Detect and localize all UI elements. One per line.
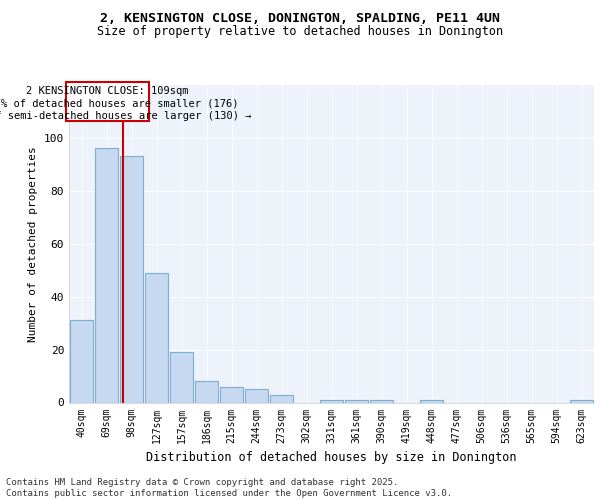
- Bar: [420, 400, 443, 402]
- Bar: [220, 386, 243, 402]
- Bar: [70, 320, 93, 402]
- Bar: [370, 400, 393, 402]
- Text: ← 57% of detached houses are smaller (176): ← 57% of detached houses are smaller (17…: [0, 98, 239, 108]
- Text: 2 KENSINGTON CLOSE: 109sqm: 2 KENSINGTON CLOSE: 109sqm: [26, 86, 189, 97]
- Text: 42% of semi-detached houses are larger (130) →: 42% of semi-detached houses are larger (…: [0, 111, 251, 121]
- Text: 2, KENSINGTON CLOSE, DONINGTON, SPALDING, PE11 4UN: 2, KENSINGTON CLOSE, DONINGTON, SPALDING…: [100, 12, 500, 26]
- X-axis label: Distribution of detached houses by size in Donington: Distribution of detached houses by size …: [146, 451, 517, 464]
- Bar: [270, 394, 293, 402]
- Y-axis label: Number of detached properties: Number of detached properties: [28, 146, 38, 342]
- Text: Contains HM Land Registry data © Crown copyright and database right 2025.
Contai: Contains HM Land Registry data © Crown c…: [6, 478, 452, 498]
- Text: Size of property relative to detached houses in Donington: Size of property relative to detached ho…: [97, 25, 503, 38]
- Bar: [320, 400, 343, 402]
- Bar: [195, 382, 218, 402]
- Bar: [570, 400, 593, 402]
- Bar: [170, 352, 193, 403]
- Bar: [145, 273, 168, 402]
- Bar: [95, 148, 118, 402]
- Bar: [345, 400, 368, 402]
- Bar: [120, 156, 143, 402]
- Bar: [245, 390, 268, 402]
